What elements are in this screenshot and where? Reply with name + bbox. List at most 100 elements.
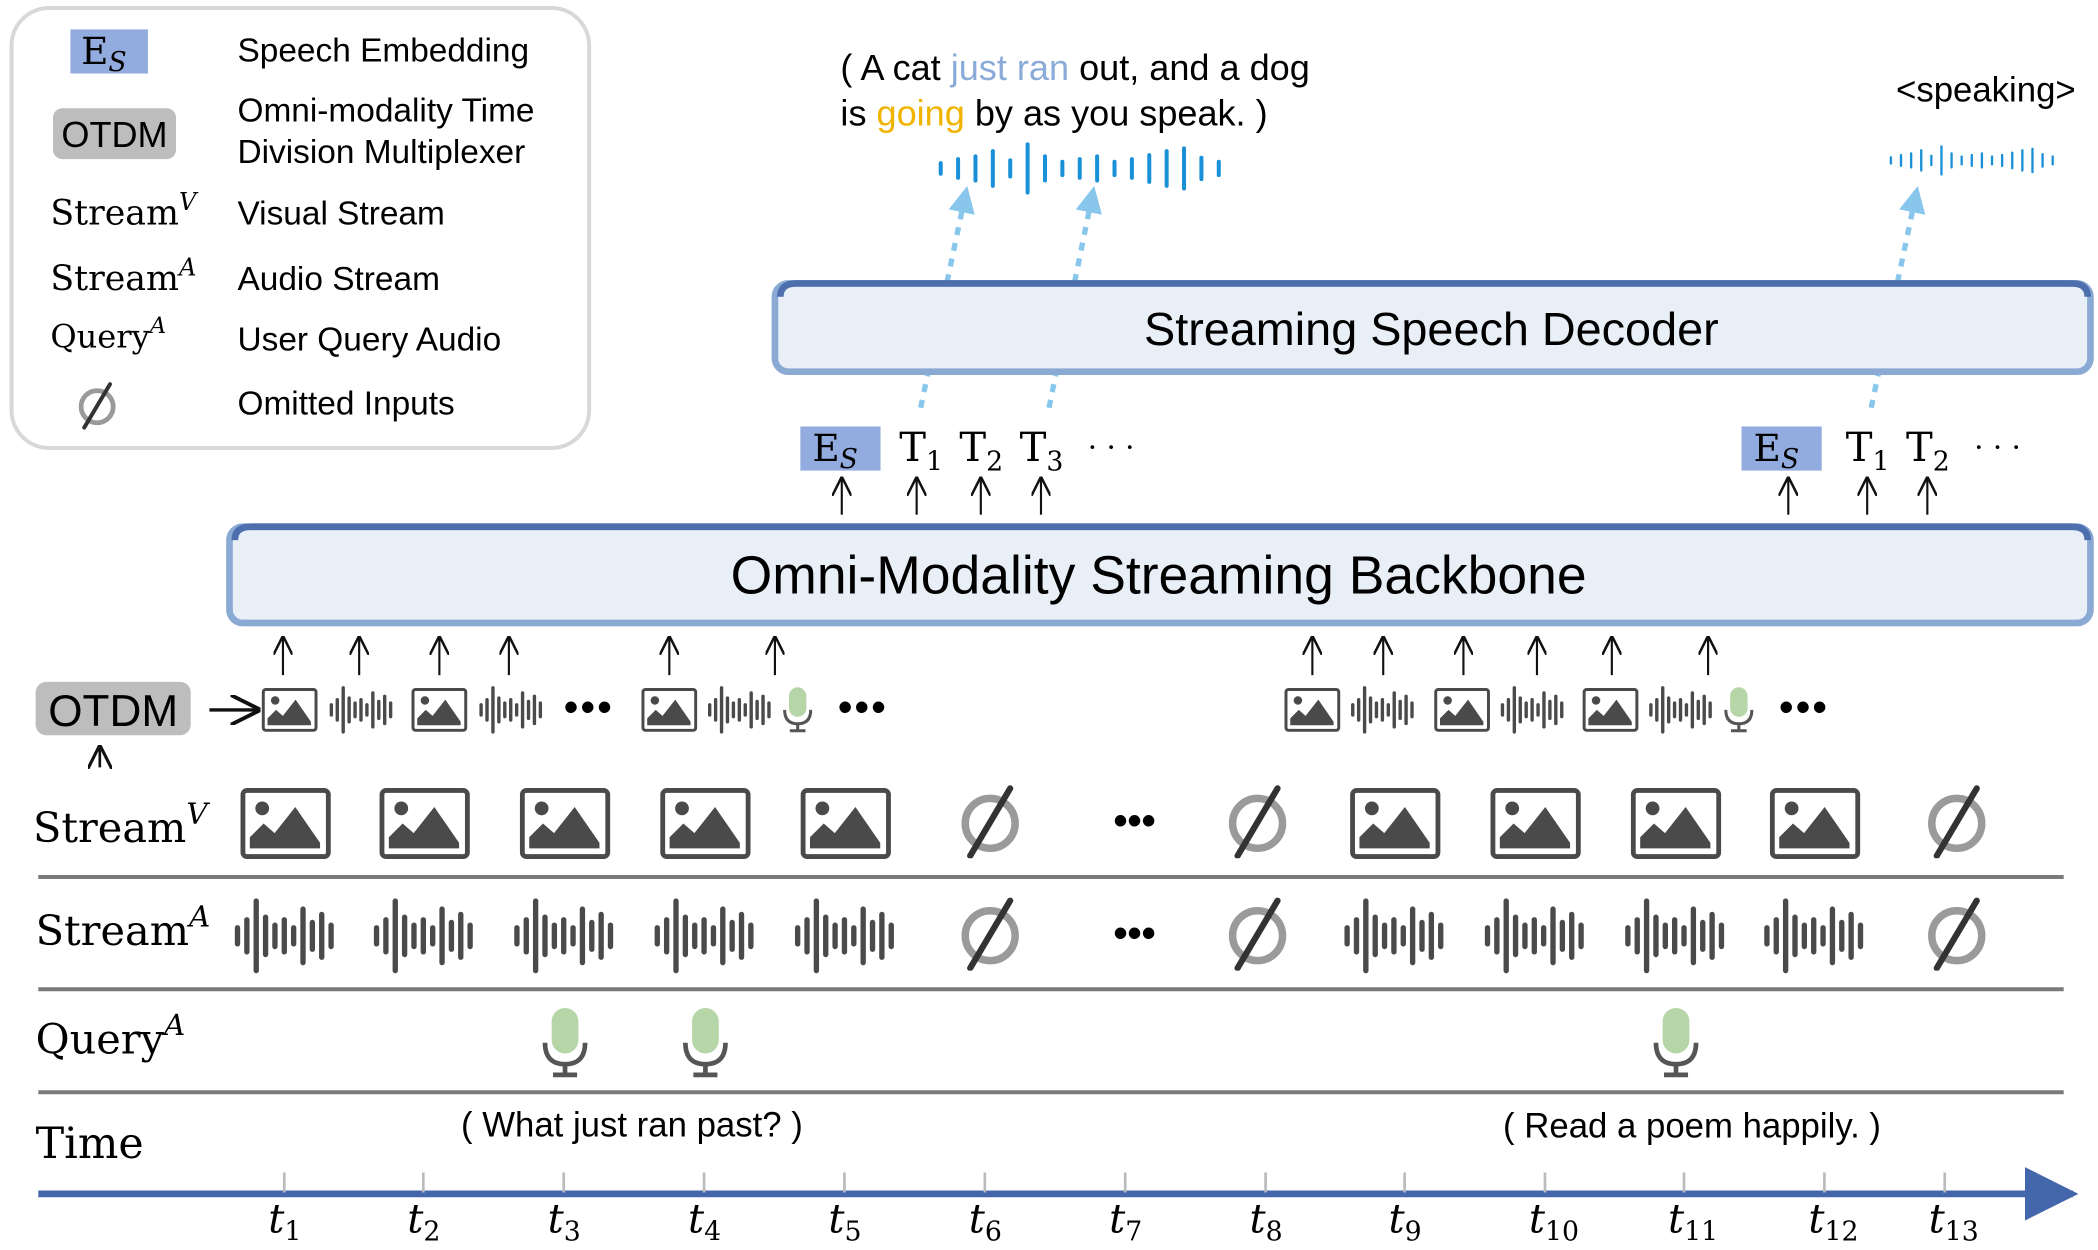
waveform-icon [1488, 901, 1582, 971]
timeline-tick-label: t1 [268, 1197, 301, 1248]
query-text-1: ( What just ran past? ) [461, 1106, 803, 1144]
image-icon [261, 687, 318, 732]
waveform-icon [1649, 686, 1712, 734]
microphone-icon [1724, 685, 1754, 733]
waveform-icon [1347, 901, 1441, 971]
waveform-icon [479, 686, 543, 734]
null-icon [1233, 901, 1283, 968]
waveform-icon [1767, 901, 1861, 971]
waveform-icon [517, 901, 611, 971]
image-icon [1772, 790, 1857, 856]
query-text-2: ( Read a poem happily. ) [1503, 1108, 1881, 1146]
output-text-line1: ( A cat just ran out, and a dog [840, 47, 1309, 88]
null-icon [1932, 901, 1982, 968]
waveform-icon [238, 901, 332, 971]
null-icon [1233, 788, 1283, 855]
row-label-stream-v: StreamV [33, 797, 210, 853]
legend-stream-v-symbol: StreamV [50, 188, 199, 234]
image-icon [1582, 687, 1639, 732]
image-icon [1493, 790, 1578, 856]
timeline-ticks: t1 t2 t3 t4 t5 t6 t7 t8 t9 t10 t11 t12 t13 [268, 1172, 1979, 1248]
waveform-icon [377, 901, 471, 971]
text-token: T2 [959, 425, 1003, 477]
microphone-icon [783, 685, 813, 733]
streaming-speech-decoder: Streaming Speech Decoder [771, 280, 2094, 375]
microphone-icon [1656, 1008, 1696, 1075]
timeline-tick-label: t10 [1529, 1197, 1579, 1248]
timeline-tick-label: t12 [1808, 1197, 1858, 1248]
legend-query-a-symbol: QueryA [50, 313, 166, 356]
row-label-query-a: QueryA [36, 1008, 186, 1064]
row-label-time: Time [36, 1119, 144, 1169]
legend: ES Speech Embedding OTDM Omni-modality T… [9, 6, 592, 450]
null-icon [1932, 788, 1982, 855]
speaking-label: <speaking> [1896, 72, 2076, 110]
microphone-icon [685, 1008, 725, 1075]
ellipsis: ••• [838, 686, 888, 730]
timeline-tick-label: t9 [1389, 1197, 1422, 1248]
legend-label-speech-embedding: Speech Embedding [238, 32, 530, 69]
token-ellipsis: · · · [1974, 430, 2021, 464]
speech-embedding-label: ES [812, 426, 858, 475]
ellipsis: ••• [1113, 799, 1155, 843]
legend-embedding-symbol: ES [81, 29, 127, 78]
token-group-2: ES T1 T2 · · · [1741, 425, 2021, 478]
image-icon [641, 687, 698, 732]
legend-label-user-query-audio: User Query Audio [238, 321, 502, 358]
image-icon [411, 687, 468, 732]
timeline-tick-label: t2 [407, 1197, 440, 1248]
waveform-icon [329, 686, 393, 734]
waveform-icon [1351, 686, 1414, 734]
image-icon [1353, 790, 1438, 856]
ellipsis: ••• [1113, 912, 1155, 956]
timeline-tick-label: t3 [548, 1197, 581, 1248]
timeline-tick-label: t8 [1250, 1197, 1283, 1248]
row-dividers [38, 875, 2064, 1095]
timeline-tick-label: t13 [1929, 1197, 1979, 1248]
timeline-tick-label: t5 [828, 1197, 861, 1248]
token-group-1: ES T1 T2 T3 · · · [800, 425, 1135, 478]
microphone-icon [545, 1008, 585, 1075]
waveform-icon [707, 686, 771, 734]
speech-embedding-token [800, 426, 881, 471]
waveform-icon [657, 901, 751, 971]
text-token: T1 [1846, 425, 1890, 477]
ellipsis: ••• [564, 686, 614, 730]
null-icon [965, 901, 1015, 968]
speech-embedding-label: ES [1754, 426, 1800, 475]
timeline-tick-label: t7 [1109, 1197, 1142, 1248]
output-waveform-icon [941, 144, 1219, 192]
legend-label-omitted-inputs: Omitted Inputs [238, 385, 455, 422]
ellipsis: ••• [1779, 686, 1829, 730]
text-token: T2 [1906, 425, 1950, 477]
backbone-label: Omni-Modality Streaming Backbone [731, 547, 1587, 606]
legend-otdm-swatch [53, 108, 177, 160]
waveform-icon [1500, 686, 1564, 734]
speech-embedding-token [1741, 426, 1822, 471]
legend-label-audio-stream: Audio Stream [238, 261, 440, 298]
legend-stream-a-symbol: StreamA [50, 253, 196, 299]
image-icon [243, 790, 328, 856]
legend-otdm-symbol: OTDM [61, 114, 167, 155]
text-token: T1 [899, 425, 943, 477]
token-ellipsis: · · · [1088, 430, 1135, 464]
timeline-tick-label: t11 [1668, 1197, 1718, 1248]
decoder-label: Streaming Speech Decoder [1144, 303, 1719, 355]
timeline-tick-label: t4 [688, 1197, 721, 1248]
image-icon [1434, 687, 1491, 732]
image-icon [1633, 790, 1718, 856]
image-icon [522, 790, 607, 856]
waveform-icon [1628, 901, 1722, 971]
backbone-input-arrows [283, 638, 1708, 676]
otdm-label: OTDM [48, 687, 178, 736]
row-label-stream-a: StreamA [36, 899, 211, 955]
waveform-icon [798, 901, 892, 971]
output-waveform-icon [1889, 144, 2055, 177]
otdm-box [35, 681, 191, 736]
legend-label-otdm-line1: Omni-modality Time [238, 93, 535, 130]
output-text-line2: is going by as you speak. ) [840, 93, 1267, 134]
text-token: T3 [1020, 425, 1064, 477]
timeline-tick-label: t6 [969, 1197, 1002, 1248]
legend-label-otdm-line2: Division Multiplexer [238, 134, 526, 171]
